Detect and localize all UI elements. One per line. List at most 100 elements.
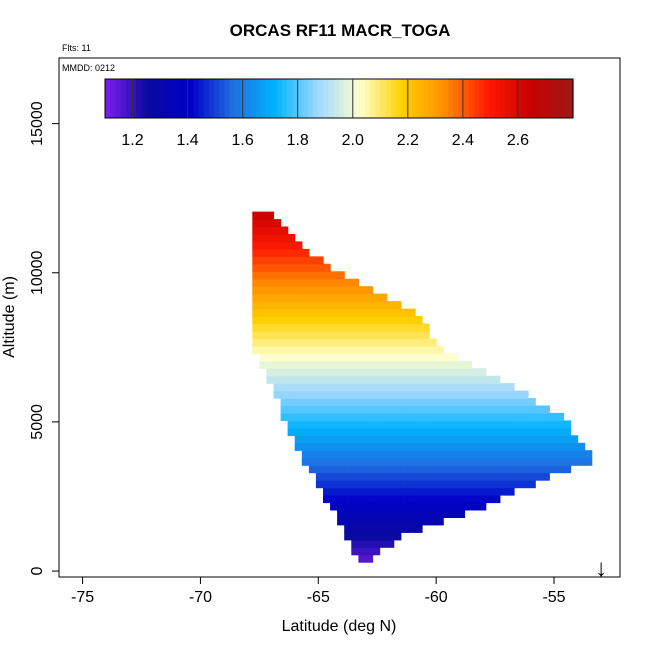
heatmap-cell bbox=[344, 420, 352, 429]
heatmap-cell bbox=[528, 412, 536, 421]
heatmap-cell bbox=[393, 345, 402, 354]
heatmap-cell bbox=[287, 338, 296, 347]
heatmap-cell bbox=[344, 383, 352, 392]
heatmap-cell bbox=[414, 502, 423, 511]
heatmap-cell bbox=[379, 316, 388, 325]
heatmap-cell bbox=[429, 435, 437, 444]
heatmap-cell bbox=[294, 360, 303, 369]
heatmap-cell bbox=[365, 472, 374, 481]
heatmap-cell bbox=[330, 301, 338, 310]
heatmap-cell bbox=[351, 383, 359, 392]
heatmap-cell bbox=[563, 420, 572, 429]
heatmap-cell bbox=[287, 383, 296, 392]
heatmap-cell bbox=[259, 234, 268, 243]
heatmap-cell bbox=[358, 420, 367, 429]
heatmap-cell bbox=[273, 248, 282, 257]
heatmap-cell bbox=[386, 465, 395, 474]
heatmap-cell bbox=[478, 450, 487, 459]
colorbar-swatch bbox=[224, 79, 231, 118]
heatmap-cell bbox=[400, 338, 409, 347]
heatmap-cell bbox=[259, 271, 268, 280]
heatmap-cell bbox=[464, 442, 473, 451]
heatmap-cell bbox=[464, 420, 473, 429]
heatmap-cell bbox=[471, 472, 480, 481]
heatmap-cell bbox=[266, 278, 275, 287]
heatmap-cell bbox=[372, 330, 381, 339]
heatmap-cell bbox=[372, 547, 381, 556]
heatmap-cell bbox=[308, 323, 317, 332]
heatmap-cell bbox=[450, 375, 458, 384]
heatmap-cell bbox=[393, 450, 402, 459]
heatmap-cell bbox=[280, 293, 289, 302]
heatmap-cell bbox=[478, 495, 487, 504]
heatmap-cell bbox=[266, 330, 275, 339]
heatmap-cell bbox=[372, 465, 381, 474]
colorbar-swatch bbox=[183, 79, 189, 118]
heatmap-cell bbox=[287, 353, 296, 362]
heatmap-cell bbox=[422, 450, 430, 459]
colorbar-swatch bbox=[489, 79, 496, 118]
heatmap-cell bbox=[315, 435, 324, 444]
heatmap-cell bbox=[280, 316, 289, 325]
heatmap-cell bbox=[436, 457, 444, 466]
heatmap-cell bbox=[372, 480, 381, 489]
colorbar-swatch bbox=[188, 79, 194, 118]
heatmap-cell bbox=[308, 450, 317, 459]
heatmap-cell bbox=[429, 353, 437, 362]
heatmap-cell bbox=[330, 420, 338, 429]
heatmap-cell bbox=[266, 234, 275, 243]
heatmap-cell bbox=[464, 390, 473, 399]
heatmap-cell bbox=[337, 375, 345, 384]
heatmap-cell bbox=[365, 353, 374, 362]
heatmap-cell bbox=[372, 353, 381, 362]
heatmap-cell bbox=[528, 472, 536, 481]
plot-area: ↓ bbox=[252, 211, 607, 582]
heatmap-cell bbox=[400, 368, 409, 377]
heatmap-cell bbox=[464, 450, 473, 459]
heatmap-cell bbox=[478, 480, 487, 489]
heatmap-cell bbox=[337, 495, 345, 504]
heatmap-cell bbox=[351, 420, 359, 429]
heatmap-cell bbox=[436, 398, 444, 407]
heatmap-cell bbox=[337, 345, 345, 354]
heatmap-cell bbox=[429, 495, 437, 504]
heatmap-cell bbox=[528, 457, 536, 466]
heatmap-cell bbox=[301, 286, 310, 295]
heatmap-cell bbox=[294, 301, 303, 310]
heatmap-cell bbox=[379, 323, 388, 332]
heatmap-cell bbox=[563, 427, 572, 436]
heatmap-cell bbox=[315, 368, 324, 377]
heatmap-cell bbox=[323, 316, 331, 325]
heatmap-cell bbox=[308, 368, 317, 377]
colorbar-tick-label: 1.2 bbox=[121, 132, 143, 149]
heatmap-cell bbox=[407, 517, 416, 526]
heatmap-cell bbox=[549, 457, 557, 466]
colorbar-swatch bbox=[463, 79, 470, 118]
heatmap-cell bbox=[443, 495, 451, 504]
heatmap-cell bbox=[308, 442, 317, 451]
heatmap-cell bbox=[499, 420, 508, 429]
heatmap-cell bbox=[308, 345, 317, 354]
heatmap-cell bbox=[351, 308, 359, 317]
heatmap-cell bbox=[330, 360, 338, 369]
heatmap-cell bbox=[280, 405, 289, 414]
heatmap-cell bbox=[471, 465, 480, 474]
colorbar-swatch bbox=[354, 79, 361, 118]
heatmap-cell bbox=[323, 442, 331, 451]
heatmap-cell bbox=[351, 450, 359, 459]
heatmap-cell bbox=[492, 450, 501, 459]
heatmap-cell bbox=[400, 435, 409, 444]
heatmap-cell bbox=[323, 338, 331, 347]
heatmap-cell bbox=[323, 480, 331, 489]
heatmap-cell bbox=[535, 457, 543, 466]
colorbar-swatch bbox=[193, 79, 200, 118]
colorbar-swatch bbox=[515, 79, 522, 118]
heatmap-cell bbox=[436, 487, 444, 496]
heatmap-cell bbox=[528, 420, 536, 429]
heatmap-cell bbox=[414, 338, 423, 347]
heatmap-cell bbox=[280, 375, 289, 384]
heatmap-cell bbox=[443, 502, 451, 511]
heatmap-cell bbox=[372, 301, 381, 310]
heatmap-cell bbox=[301, 278, 310, 287]
heatmap-cell bbox=[379, 293, 388, 302]
